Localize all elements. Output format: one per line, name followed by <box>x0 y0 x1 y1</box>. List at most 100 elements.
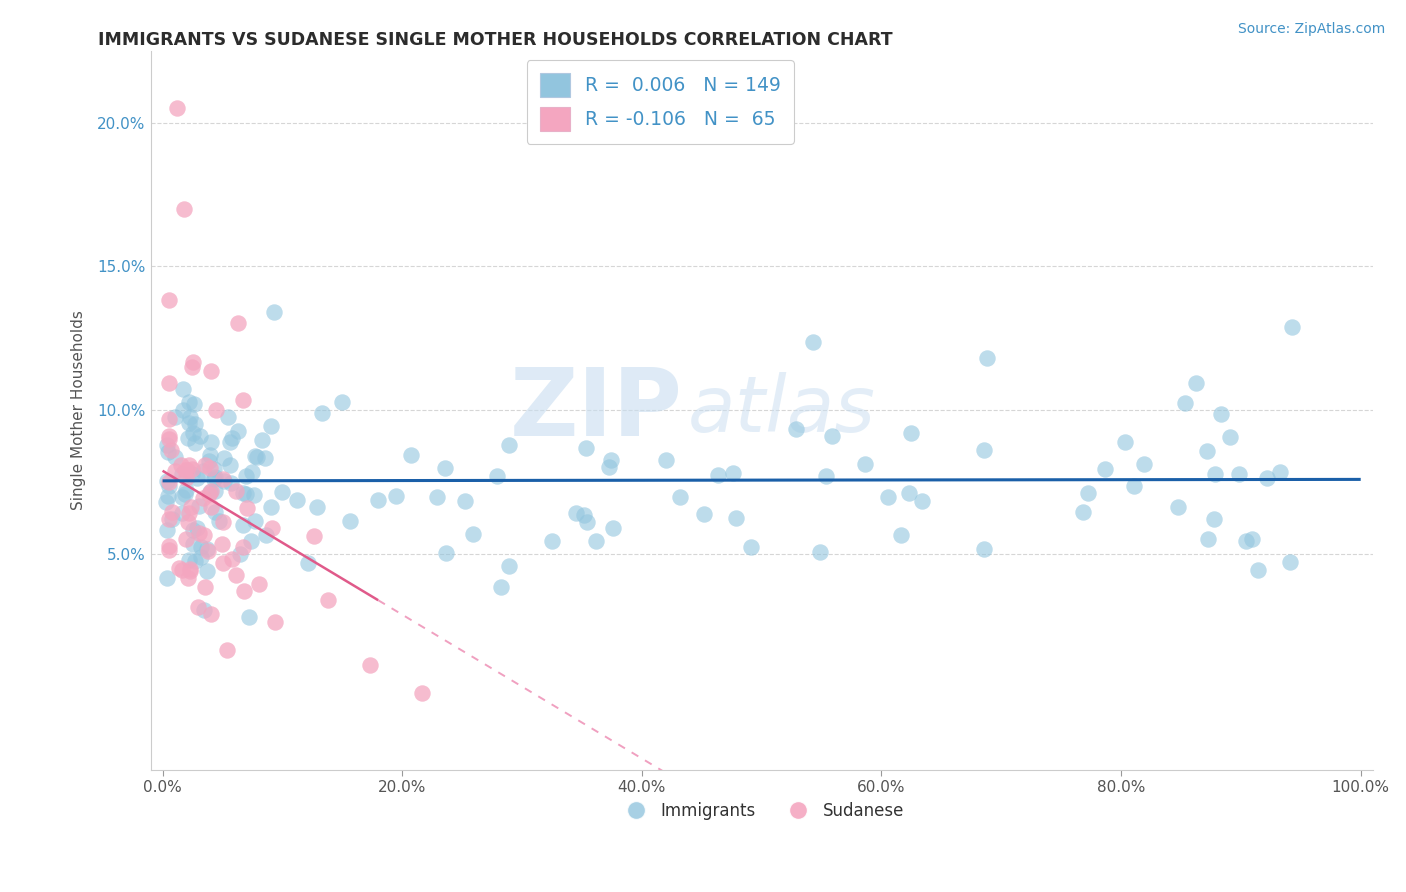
Point <box>181 523 204 537</box>
Point <box>180 360 202 375</box>
Point <box>245 449 267 463</box>
Point <box>212 474 235 488</box>
Point <box>1197 443 1219 458</box>
Point <box>167 561 190 575</box>
Point <box>157 479 180 493</box>
Point <box>176 463 198 477</box>
Point <box>565 506 588 520</box>
Point <box>180 462 202 476</box>
Point <box>204 484 226 499</box>
Point <box>973 541 995 556</box>
Point <box>194 458 217 472</box>
Point <box>183 397 205 411</box>
Point <box>200 448 222 462</box>
Point <box>200 607 222 622</box>
Point <box>166 101 188 115</box>
Point <box>177 570 200 584</box>
Point <box>669 490 692 504</box>
Point <box>815 469 838 483</box>
Point <box>235 469 257 483</box>
Point <box>1123 479 1146 493</box>
Point <box>174 532 197 546</box>
Point <box>1185 376 1208 390</box>
Point <box>302 529 325 543</box>
Point <box>1240 532 1263 546</box>
Point <box>170 506 193 520</box>
Point <box>218 458 240 472</box>
Point <box>239 533 262 548</box>
Point <box>785 421 807 435</box>
Point <box>434 546 457 560</box>
Point <box>157 539 180 553</box>
Point <box>204 403 226 417</box>
Point <box>195 541 218 556</box>
Point <box>211 537 233 551</box>
Point <box>188 429 211 443</box>
Point <box>1094 461 1116 475</box>
Point <box>184 554 207 568</box>
Point <box>157 432 180 446</box>
Point <box>1077 486 1099 500</box>
Point <box>821 429 844 443</box>
Point <box>204 505 226 519</box>
Point <box>181 354 204 368</box>
Point <box>1174 396 1197 410</box>
Point <box>297 556 319 570</box>
Point <box>399 448 422 462</box>
Point <box>572 508 595 522</box>
Point <box>1204 511 1226 525</box>
Point <box>187 599 209 614</box>
Point <box>260 419 283 434</box>
Point <box>174 483 197 497</box>
Point <box>247 577 270 591</box>
Point <box>725 511 748 525</box>
Point <box>486 468 509 483</box>
Point <box>186 470 208 484</box>
Point <box>157 376 180 390</box>
Point <box>225 568 247 582</box>
Point <box>311 406 333 420</box>
Point <box>197 544 219 558</box>
Point <box>600 453 623 467</box>
Point <box>183 417 205 432</box>
Point <box>177 394 200 409</box>
Point <box>191 491 214 505</box>
Point <box>245 514 267 528</box>
Point <box>157 475 180 490</box>
Point <box>307 500 329 514</box>
Point <box>177 552 200 566</box>
Point <box>271 485 294 500</box>
Point <box>461 527 484 541</box>
Point <box>172 403 194 417</box>
Text: atlas: atlas <box>689 372 876 449</box>
Point <box>156 438 179 452</box>
Point <box>172 563 194 577</box>
Point <box>973 443 995 458</box>
Point <box>285 492 308 507</box>
Point <box>170 458 193 472</box>
Point <box>212 556 235 570</box>
Point <box>200 435 222 450</box>
Point <box>218 409 240 424</box>
Point <box>193 528 215 542</box>
Point <box>575 441 598 455</box>
Text: ZIP: ZIP <box>509 364 682 457</box>
Point <box>1278 556 1301 570</box>
Point <box>264 615 287 629</box>
Point <box>1246 563 1268 577</box>
Point <box>159 293 181 307</box>
Point <box>721 466 744 480</box>
Point <box>165 450 187 464</box>
Point <box>706 468 728 483</box>
Point <box>179 562 201 576</box>
Point <box>235 487 257 501</box>
Point <box>855 457 877 471</box>
Text: Source: ZipAtlas.com: Source: ZipAtlas.com <box>1237 22 1385 37</box>
Point <box>170 467 193 482</box>
Point <box>155 572 177 586</box>
Point <box>197 564 219 578</box>
Point <box>181 425 204 440</box>
Point <box>250 434 273 448</box>
Point <box>238 610 260 624</box>
Point <box>174 471 197 485</box>
